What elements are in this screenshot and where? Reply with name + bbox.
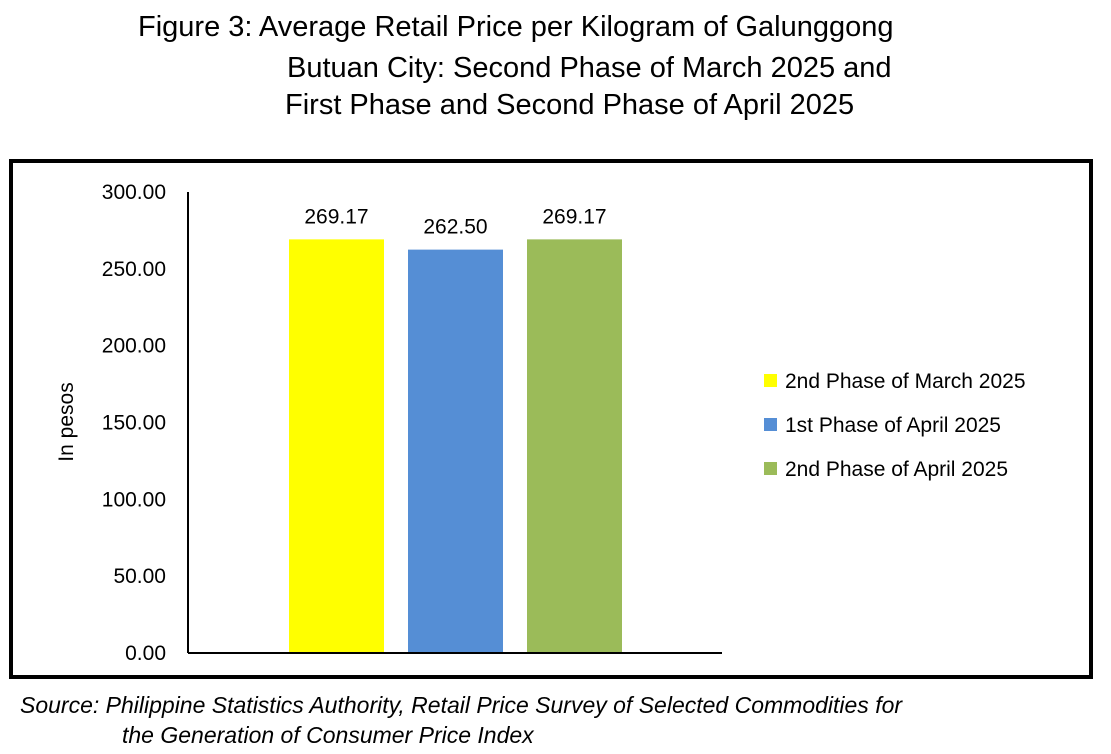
bar-value-label: 269.17 [304, 205, 368, 228]
legend-swatch [764, 418, 777, 431]
title-line-1: Figure 3: Average Retail Price per Kilog… [138, 11, 894, 43]
y-tick-label: 300.00 [102, 181, 166, 204]
legend-swatch [764, 374, 777, 387]
y-tick-label: 50.00 [113, 565, 166, 588]
bar-value-label: 262.50 [423, 216, 487, 239]
legend-label: 2nd Phase of April 2025 [785, 458, 1008, 481]
title-line-3: First Phase and Second Phase of April 20… [285, 89, 855, 121]
source-note: Source: Philippine Statistics Authority,… [20, 690, 902, 750]
y-axis-label: In pesos [55, 382, 78, 461]
legend-label: 2nd Phase of March 2025 [785, 370, 1026, 393]
legend-label: 1st Phase of April 2025 [785, 414, 1001, 437]
legend-swatch [764, 462, 777, 475]
bar-value-label: 269.17 [542, 205, 606, 228]
y-tick-label: 100.00 [102, 488, 166, 511]
title-line-2: Butuan City: Second Phase of March 2025 … [287, 52, 892, 84]
source-line-1: Source: Philippine Statistics Authority,… [20, 692, 903, 718]
bars-group [289, 239, 622, 653]
bar [408, 249, 503, 653]
y-tick-label: 250.00 [102, 258, 166, 281]
y-axis-ticks: 0.00 50.00 100.00 150.00 200.00 250.00 300.00 [102, 181, 166, 665]
y-tick-label: 150.00 [102, 412, 166, 435]
y-tick-label: 0.00 [125, 642, 166, 665]
y-tick-label: 200.00 [102, 335, 166, 358]
bar [289, 239, 384, 653]
bar [527, 239, 622, 653]
legend: 2nd Phase of March 2025 1st Phase of Apri… [764, 370, 1026, 481]
source-line-2: the Generation of Consumer Price Index [122, 722, 534, 748]
data-labels-group: 269.17 262.50 269.17 [304, 205, 606, 238]
